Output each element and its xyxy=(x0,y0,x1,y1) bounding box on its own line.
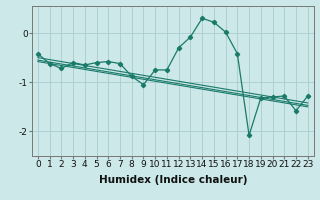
X-axis label: Humidex (Indice chaleur): Humidex (Indice chaleur) xyxy=(99,175,247,185)
